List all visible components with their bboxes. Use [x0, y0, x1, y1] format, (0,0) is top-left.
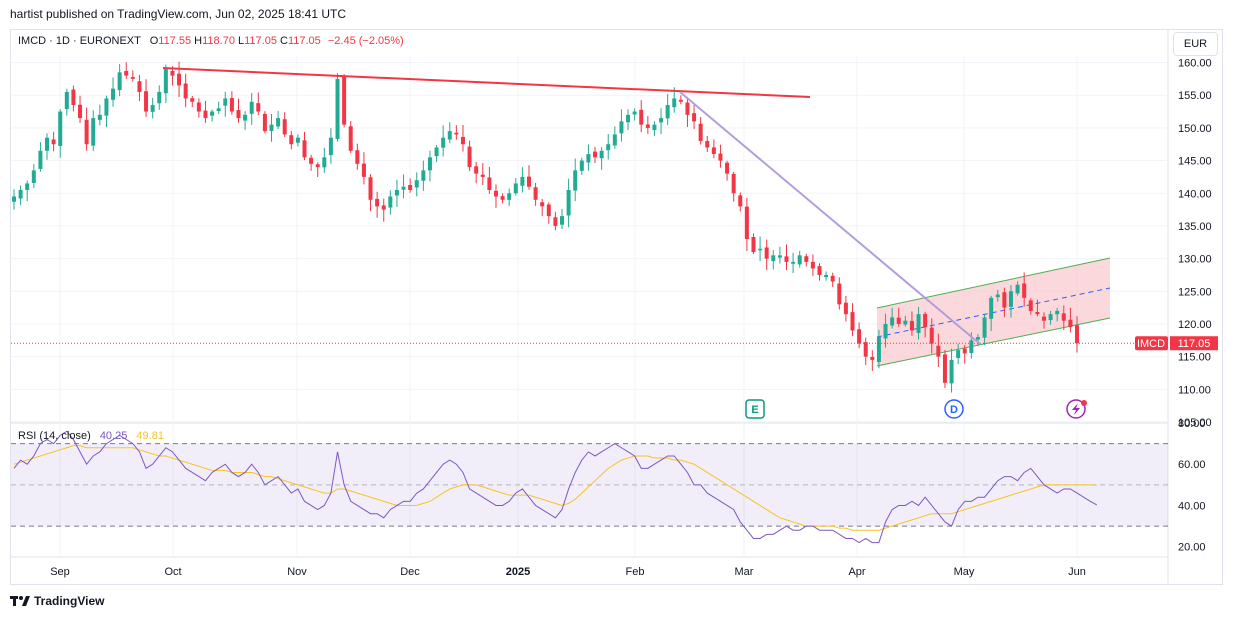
high-value: 118.70: [202, 35, 235, 47]
tradingview-logo-icon: [10, 596, 30, 606]
symbol-title[interactable]: IMCD · 1D · EURONEXT: [18, 35, 141, 47]
open-value: 117.55: [158, 35, 192, 47]
high-label: H: [194, 35, 203, 47]
rsi-ma-value: 49.81: [136, 430, 164, 442]
open-label: O: [149, 35, 159, 47]
low-label: L: [238, 35, 245, 47]
rsi-title[interactable]: RSI (14, close): [18, 430, 91, 442]
chart-frame: [10, 29, 1223, 585]
change-value: −2.45 (−2.05%): [327, 35, 404, 47]
rsi-value: 40.25: [99, 430, 128, 442]
publisher-credit: hartist published on TradingView.com, Ju…: [10, 7, 346, 21]
symbol-legend: IMCD · 1D · EURONEXT O117.55 H118.70 L11…: [18, 35, 404, 47]
close-label: C: [280, 35, 288, 47]
tradingview-logo[interactable]: TradingView: [10, 594, 104, 608]
brand-name: TradingView: [34, 594, 105, 608]
rsi-legend: RSI (14, close) 40.25 49.81: [18, 430, 164, 442]
low-value: 117.05: [244, 35, 277, 47]
currency-button[interactable]: EUR: [1173, 32, 1218, 56]
close-value: 117.05: [287, 35, 321, 47]
